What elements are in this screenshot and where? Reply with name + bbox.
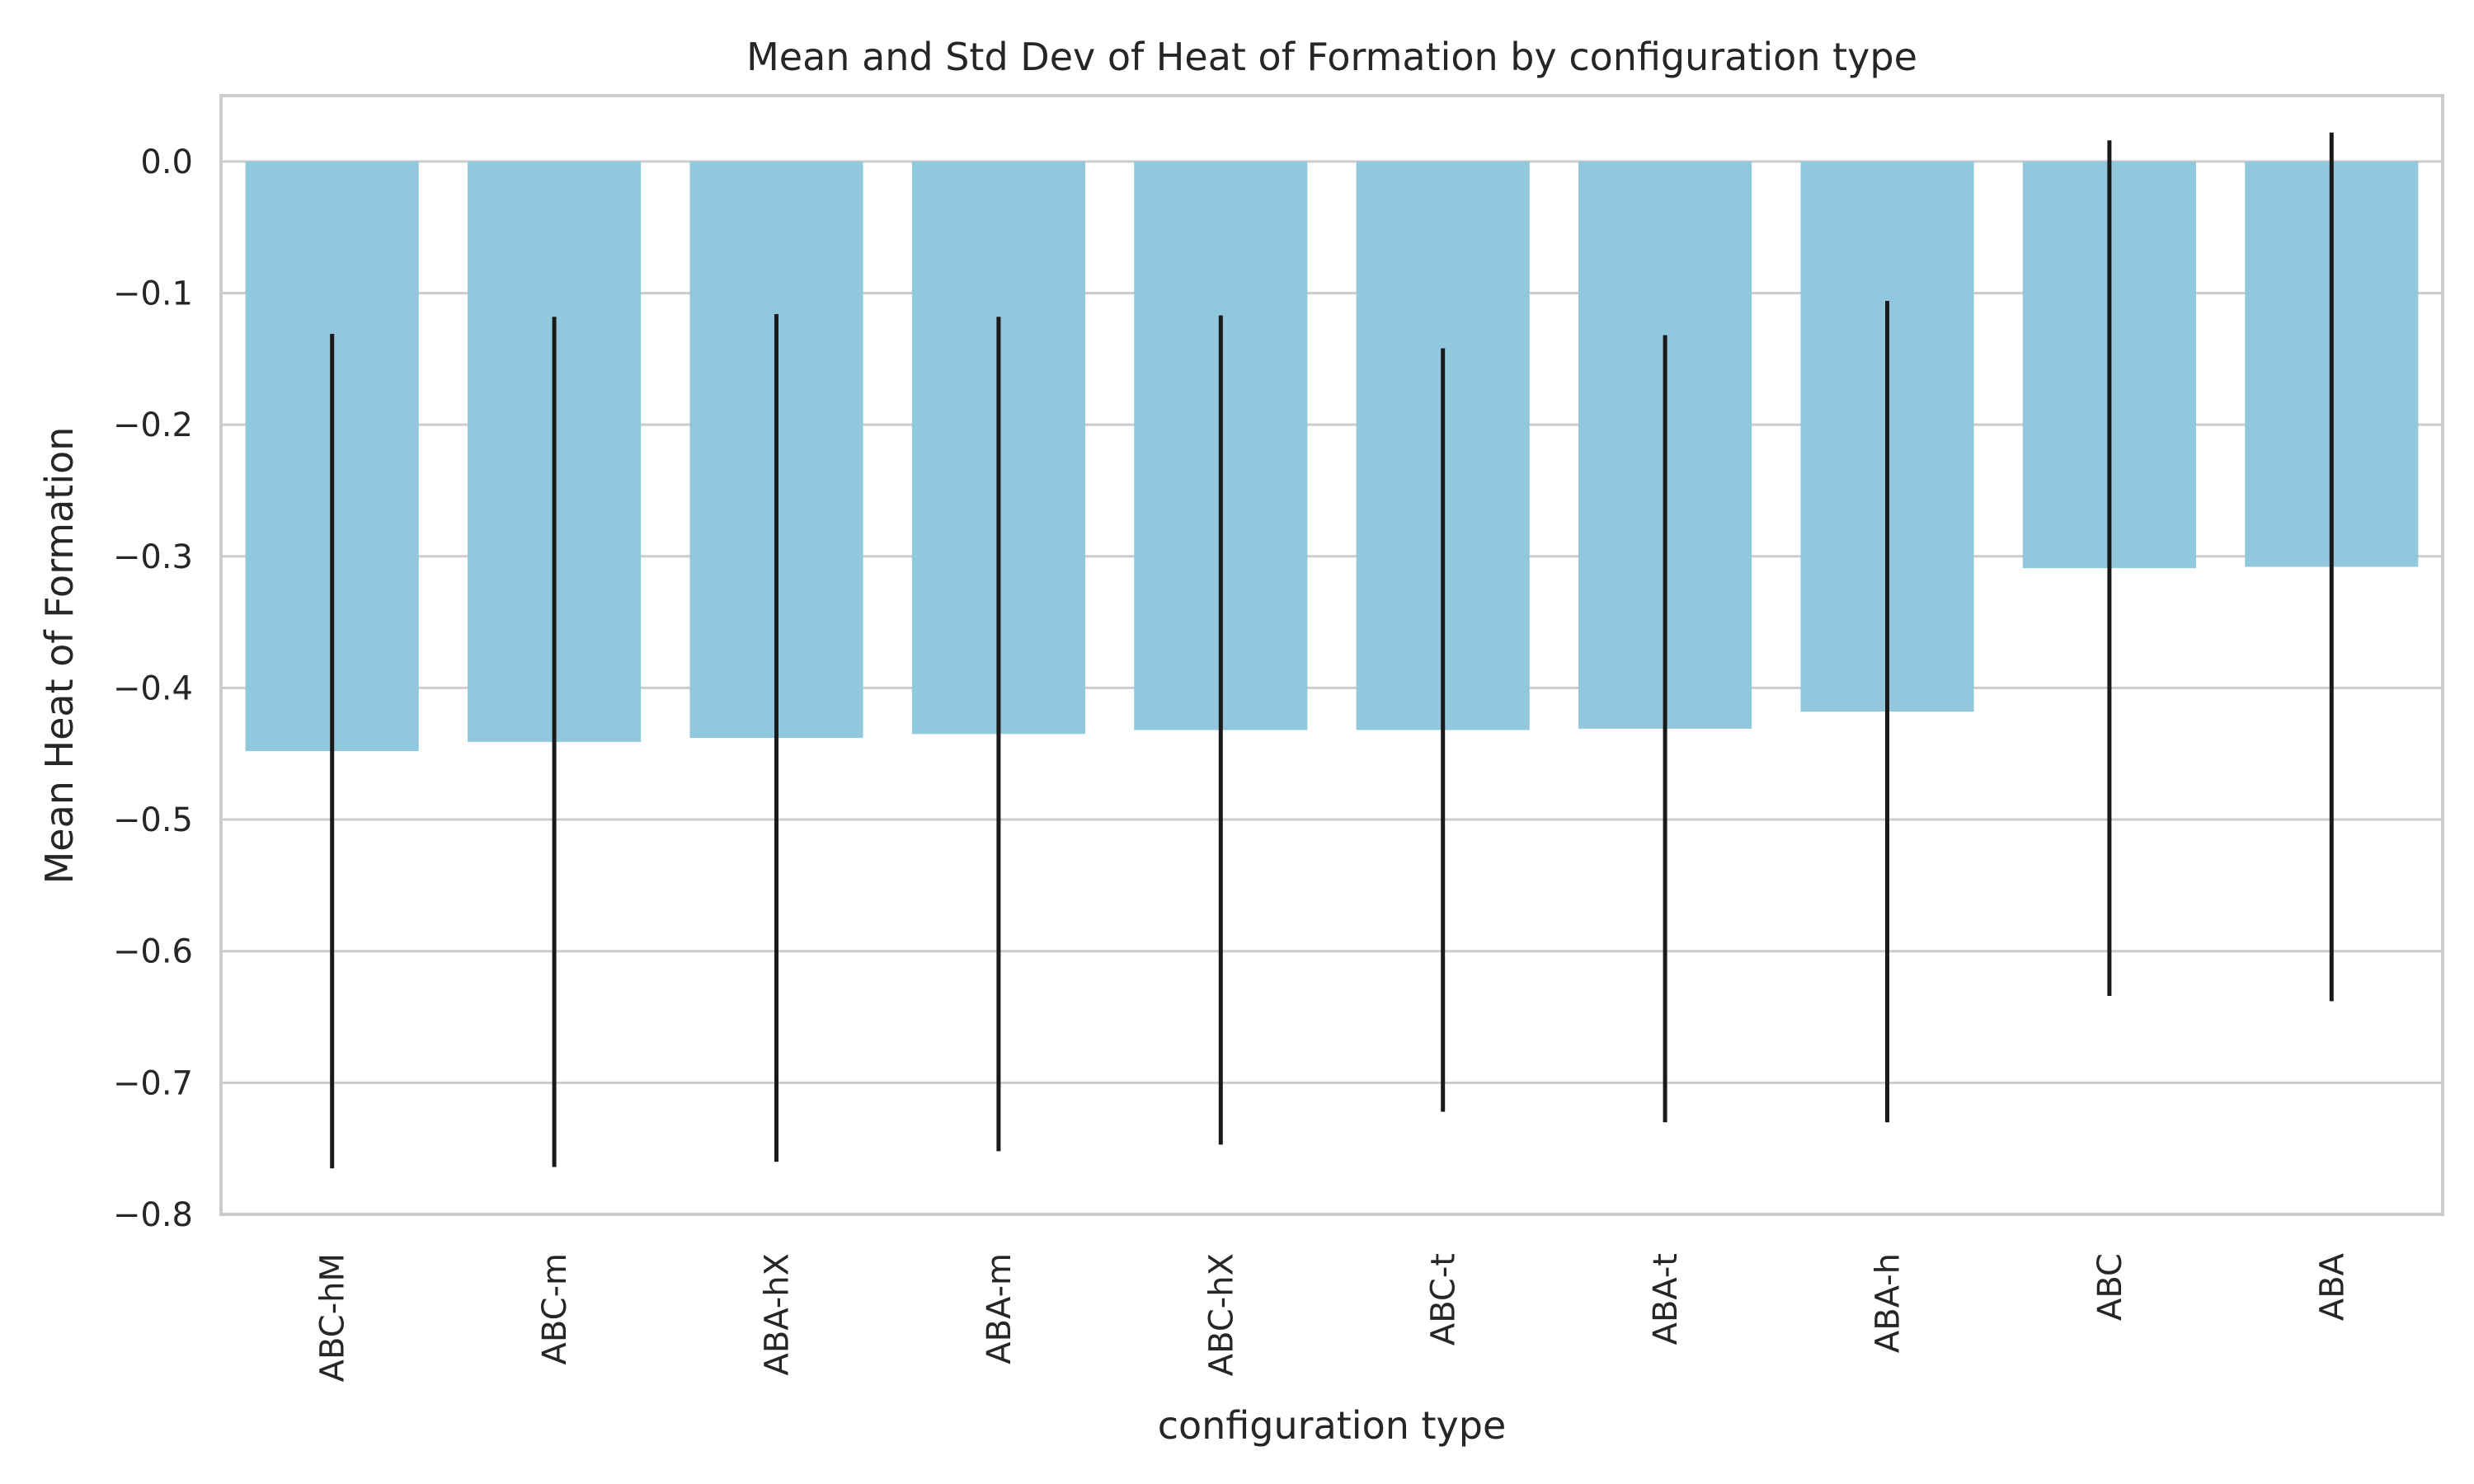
y-tick-label: −0.1 bbox=[113, 275, 193, 312]
x-tick-label: ABC-hM bbox=[314, 1253, 352, 1382]
y-tick-label: −0.3 bbox=[113, 538, 193, 576]
x-tick-label: ABC-m bbox=[536, 1253, 574, 1364]
x-tick-label: ABA-h bbox=[1870, 1253, 1907, 1353]
y-tick-label: −0.7 bbox=[113, 1064, 193, 1102]
plot-frame bbox=[219, 94, 2444, 1216]
x-tick-label: ABA-hX bbox=[759, 1253, 797, 1375]
x-tick-labels: ABC-hM ABC-m ABA-hX ABA-m ABC-hX ABC-t ABA-t AB… bbox=[314, 1252, 2352, 1382]
error-bars bbox=[330, 132, 2334, 1169]
x-tick-label: ABC-hX bbox=[1202, 1253, 1240, 1376]
y-tick-label: 0.0 bbox=[140, 143, 193, 181]
bars bbox=[245, 161, 2419, 752]
x-tick-label: ABC bbox=[2091, 1253, 2129, 1321]
y-tick-label: −0.8 bbox=[113, 1196, 193, 1234]
x-axis-label: configuration type bbox=[1158, 1403, 1507, 1448]
y-tick-label: −0.5 bbox=[113, 801, 193, 839]
x-tick-label: ABA bbox=[2313, 1252, 2351, 1321]
chart-title: Mean and Std Dev of Heat of Formation by… bbox=[746, 35, 1917, 79]
x-tick-label: ABA-t bbox=[1647, 1253, 1685, 1345]
y-tick-label: −0.6 bbox=[113, 933, 193, 971]
y-tick-label: −0.2 bbox=[113, 406, 193, 444]
x-tick-label: ABA-m bbox=[981, 1253, 1018, 1364]
y-tick-label: −0.4 bbox=[113, 669, 193, 707]
y-axis-label: Mean Heat of Formation bbox=[37, 427, 82, 885]
x-tick-label: ABC-t bbox=[1425, 1253, 1463, 1345]
y-tick-labels: 0.0 −0.1 −0.2 −0.3 −0.4 −0.5 −0.6 −0.7 −0.8 bbox=[113, 143, 193, 1234]
